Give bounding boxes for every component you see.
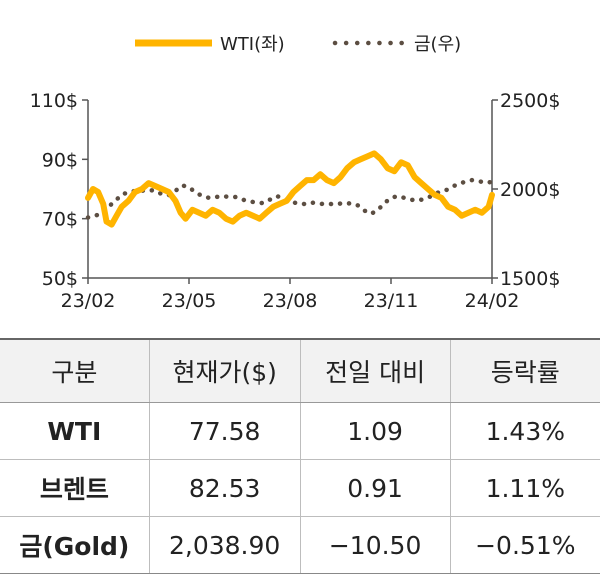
table-row: 브렌트 82.53 0.91 1.11% [0,459,600,517]
row-change: −10.50 [299,516,451,574]
header-price: 현재가($) [148,338,301,403]
row-change: 0.91 [299,459,451,517]
x-tick-label: 23/11 [364,290,419,312]
price-table: 구분 현재가($) 전일 대비 등락률 WTI 77.58 1.09 1.43%… [0,338,600,574]
table-header-row: 구분 현재가($) 전일 대비 등락률 [0,338,600,403]
row-rate: 1.43% [449,402,600,460]
row-name: 브렌트 [0,459,150,517]
right-axis-ticks: 2500$ 2000$ 1500$ [492,90,560,290]
left-tick-label: 90$ [42,149,78,171]
row-price: 77.58 [148,402,301,460]
header-rate: 등락률 [449,338,600,403]
chart-figure: WTI(좌) 금(우) 110$ 90$ 70$ 50$ 2500$ 2000$ 1500… [30,34,561,312]
right-tick-label: 1500$ [500,268,560,290]
table-row: WTI 77.58 1.09 1.43% [0,402,600,460]
x-tick-label: 23/02 [61,290,116,312]
right-tick-label: 2000$ [500,179,560,201]
legend-wti-label: WTI(좌) [220,34,285,55]
row-name: 금(Gold) [0,516,150,574]
series-wti-line [85,150,495,228]
left-tick-label: 50$ [42,268,78,290]
x-tick-label: 23/05 [162,290,217,312]
row-rate: 1.11% [449,459,600,517]
left-tick-label: 70$ [42,209,78,231]
row-rate: −0.51% [449,516,600,574]
x-tick-label: 24/02 [465,290,520,312]
header-category: 구분 [0,338,150,403]
right-tick-label: 2500$ [500,90,560,112]
left-axis-ticks: 110$ 90$ 70$ 50$ [30,90,88,290]
x-tick-label: 23/08 [263,290,318,312]
row-price: 2,038.90 [148,516,301,574]
legend-gold-label: 금(우) [414,34,461,55]
row-name: WTI [0,402,150,460]
legend: WTI(좌) 금(우) [135,34,461,55]
header-change: 전일 대비 [299,338,451,403]
x-axis-ticks: 23/02 23/05 23/08 23/11 24/02 [61,278,520,312]
left-tick-label: 110$ [30,90,78,112]
table-row: 금(Gold) 2,038.90 −10.50 −0.51% [0,516,600,574]
row-change: 1.09 [299,402,451,460]
row-price: 82.53 [148,459,301,517]
